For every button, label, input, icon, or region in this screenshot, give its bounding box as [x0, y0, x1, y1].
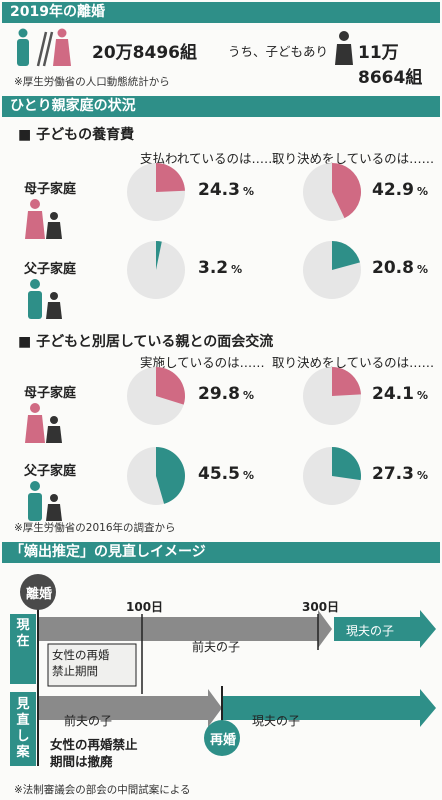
current-label: 現在: [16, 618, 30, 649]
father-child-icon: [28, 279, 62, 319]
pie-slice: [156, 447, 186, 504]
pct-father-support-paid: 3.2%: [198, 258, 243, 278]
child-support-heading: ■ 子どもの養育費: [18, 127, 135, 143]
pie-father-support-agreed: [303, 241, 361, 299]
father-child-icon: [28, 481, 62, 521]
timeline-diagram: [10, 574, 436, 766]
visitation-col1: 実施しているのは……: [140, 355, 265, 370]
proposal-note: 女性の再婚禁止 期間は撤廃: [50, 737, 138, 769]
pct-mother-visit-done: 29.8%: [198, 384, 254, 404]
row-label-mother-support: 母子家庭: [24, 182, 77, 197]
day-300-label: 300日: [302, 600, 340, 614]
divorce-badge: 離婚: [25, 587, 52, 602]
pie-slice: [332, 447, 361, 481]
with-children-count: 11万8664組: [358, 43, 423, 88]
proposal-curr-husband: 現夫の子: [252, 714, 301, 728]
current-curr-husband: 現夫の子: [346, 624, 395, 638]
mother-child-icon: [25, 403, 62, 443]
visitation-heading: ■ 子どもと別居している親との面会交流: [18, 334, 274, 350]
proposal-prev-husband: 前夫の子: [64, 714, 113, 728]
section1-source: ※厚生労働省の人口動態統計から: [14, 76, 170, 88]
pct-father-support-agreed: 20.8%: [372, 258, 428, 278]
current-ban-period: 女性の再婚 禁止期間: [52, 648, 110, 678]
pie-slice: [332, 163, 361, 219]
divorce-count: 20万8496組: [92, 43, 197, 63]
section3-source: ※法制審議会の部会の中間試案による: [14, 784, 191, 796]
visitation-col2: 取り決めをしているのは……: [272, 355, 435, 370]
pie-slice: [156, 163, 185, 192]
proposal-label: 見直し案: [16, 697, 30, 760]
row-label-mother-visit: 母子家庭: [24, 386, 77, 401]
pct-father-visit-agreed: 27.3%: [372, 464, 428, 484]
pie-father-support-paid: [127, 241, 185, 299]
with-children-label: うち、子どもあり: [228, 44, 329, 59]
pie-mother-visit-agreed: [303, 367, 361, 425]
row-label-father-support: 父子家庭: [24, 262, 77, 277]
section-single-parent-title: ひとり親家庭の状況: [2, 96, 440, 117]
section-presumption-title: 「嫡出推定」の見直しイメージ: [2, 542, 440, 563]
pie-slice: [156, 241, 162, 270]
pie-mother-visit-done: [127, 367, 185, 425]
child-support-col1: 支払われているのは……: [140, 151, 277, 166]
pie-slice: [156, 367, 185, 405]
section-divorce-title: 2019年の離婚: [2, 2, 440, 23]
couple-icon: [17, 28, 71, 67]
mother-child-icon: [25, 199, 62, 239]
child-icon: [335, 31, 353, 65]
pct-mother-visit-agreed: 24.1%: [372, 384, 428, 404]
row-label-father-visit: 父子家庭: [24, 464, 77, 479]
day-100-label: 100日: [126, 600, 164, 614]
pct-mother-support-agreed: 42.9%: [372, 180, 428, 200]
pie-mother-support-paid: [127, 163, 185, 221]
pie-father-visit-done: [127, 447, 186, 505]
pie-slice: [332, 241, 360, 270]
pct-mother-support-paid: 24.3%: [198, 180, 254, 200]
pie-mother-support-agreed: [303, 163, 361, 221]
remarriage-badge: 再婚: [209, 733, 236, 748]
pie-father-visit-agreed: [303, 447, 361, 505]
current-prev-husband: 前夫の子: [192, 640, 241, 654]
section2-source: ※厚生労働省の2016年の調査から: [14, 522, 176, 534]
pct-father-visit-done: 45.5%: [198, 464, 254, 484]
child-support-col2: 取り決めをしているのは……: [272, 151, 435, 166]
pie-slice: [332, 367, 361, 396]
